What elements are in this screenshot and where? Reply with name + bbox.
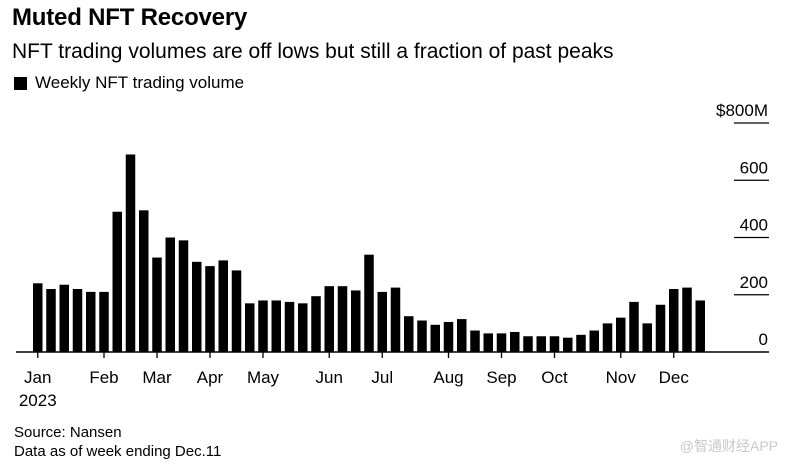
- bar: [59, 284, 69, 352]
- bar: [99, 291, 109, 352]
- bar: [46, 289, 56, 352]
- bar: [404, 316, 414, 352]
- bar: [364, 254, 374, 352]
- y-tick-label: $800M: [716, 101, 768, 120]
- chart-title: Muted NFT Recovery: [12, 4, 248, 31]
- x-tick-label: Jan: [24, 368, 51, 387]
- bar: [112, 211, 122, 352]
- x-tick-label: Jun: [316, 368, 343, 387]
- bar: [205, 266, 215, 352]
- data-note: Data as of week ending Dec.11: [14, 443, 222, 460]
- x-tick-label: Nov: [606, 368, 637, 387]
- x-tick-label: Aug: [433, 368, 463, 387]
- bar: [245, 303, 255, 352]
- bar: [86, 291, 96, 352]
- y-tick-label: 200: [740, 273, 768, 292]
- bar: [351, 290, 361, 352]
- x-tick-label: Jul: [371, 368, 393, 387]
- bar: [549, 336, 560, 352]
- bar-chart: 0 200 400 600 $800M Jan Feb Mar Apr May Jun Jul Aug S…: [16, 101, 769, 410]
- legend: Weekly NFT trading volume: [14, 73, 244, 93]
- bar: [655, 304, 666, 352]
- bar: [125, 154, 136, 352]
- bar: [496, 333, 507, 352]
- bar: [231, 270, 242, 352]
- bar: [457, 319, 467, 352]
- bar: [602, 323, 613, 352]
- bar: [616, 317, 626, 352]
- bar: [33, 283, 43, 352]
- bar: [284, 301, 295, 352]
- x-tick-label: Dec: [659, 368, 690, 387]
- bar: [72, 289, 83, 352]
- x-tick-label: Oct: [541, 368, 568, 387]
- bar: [298, 303, 308, 352]
- bar: [682, 287, 692, 352]
- y-tick-label: 600: [740, 158, 768, 177]
- bar: [165, 237, 175, 352]
- bar: [258, 300, 268, 352]
- x-tick-label: Feb: [89, 368, 118, 387]
- bar: [510, 331, 520, 352]
- bar: [152, 257, 162, 352]
- bar: [669, 289, 679, 352]
- bar: [430, 324, 440, 352]
- x-tick-label: May: [247, 368, 280, 387]
- bar: [589, 330, 599, 352]
- x-tick-label: Apr: [197, 368, 224, 387]
- bar: [324, 286, 334, 352]
- bar: [629, 301, 639, 352]
- x-tick-label: Mar: [142, 368, 172, 387]
- bar: [563, 337, 573, 352]
- bar: [443, 321, 454, 352]
- legend-swatch: [14, 76, 27, 90]
- bar: [218, 260, 228, 352]
- bar: [536, 336, 546, 352]
- bar: [642, 323, 652, 352]
- x-tick-label: Sep: [486, 368, 516, 387]
- y-tick-label: 0: [759, 330, 768, 349]
- bar: [377, 291, 387, 352]
- bar: [470, 330, 480, 352]
- legend-label: Weekly NFT trading volume: [35, 73, 245, 92]
- bar: [337, 286, 348, 352]
- bar: [390, 287, 401, 352]
- bar: [523, 336, 533, 352]
- bar: [139, 210, 149, 352]
- bar: [695, 300, 705, 352]
- bar: [192, 261, 202, 352]
- bar: [178, 240, 189, 352]
- watermark: @智通财经APP: [679, 438, 778, 454]
- chart-subtitle: NFT trading volumes are off lows but sti…: [12, 40, 614, 63]
- bar: [271, 300, 281, 352]
- bar: [417, 320, 427, 352]
- bar: [576, 334, 586, 352]
- bar: [311, 296, 321, 352]
- source-note: Source: Nansen: [14, 424, 122, 441]
- year-label: 2023: [19, 391, 57, 410]
- bar: [483, 333, 493, 352]
- y-tick-label: 400: [740, 216, 768, 235]
